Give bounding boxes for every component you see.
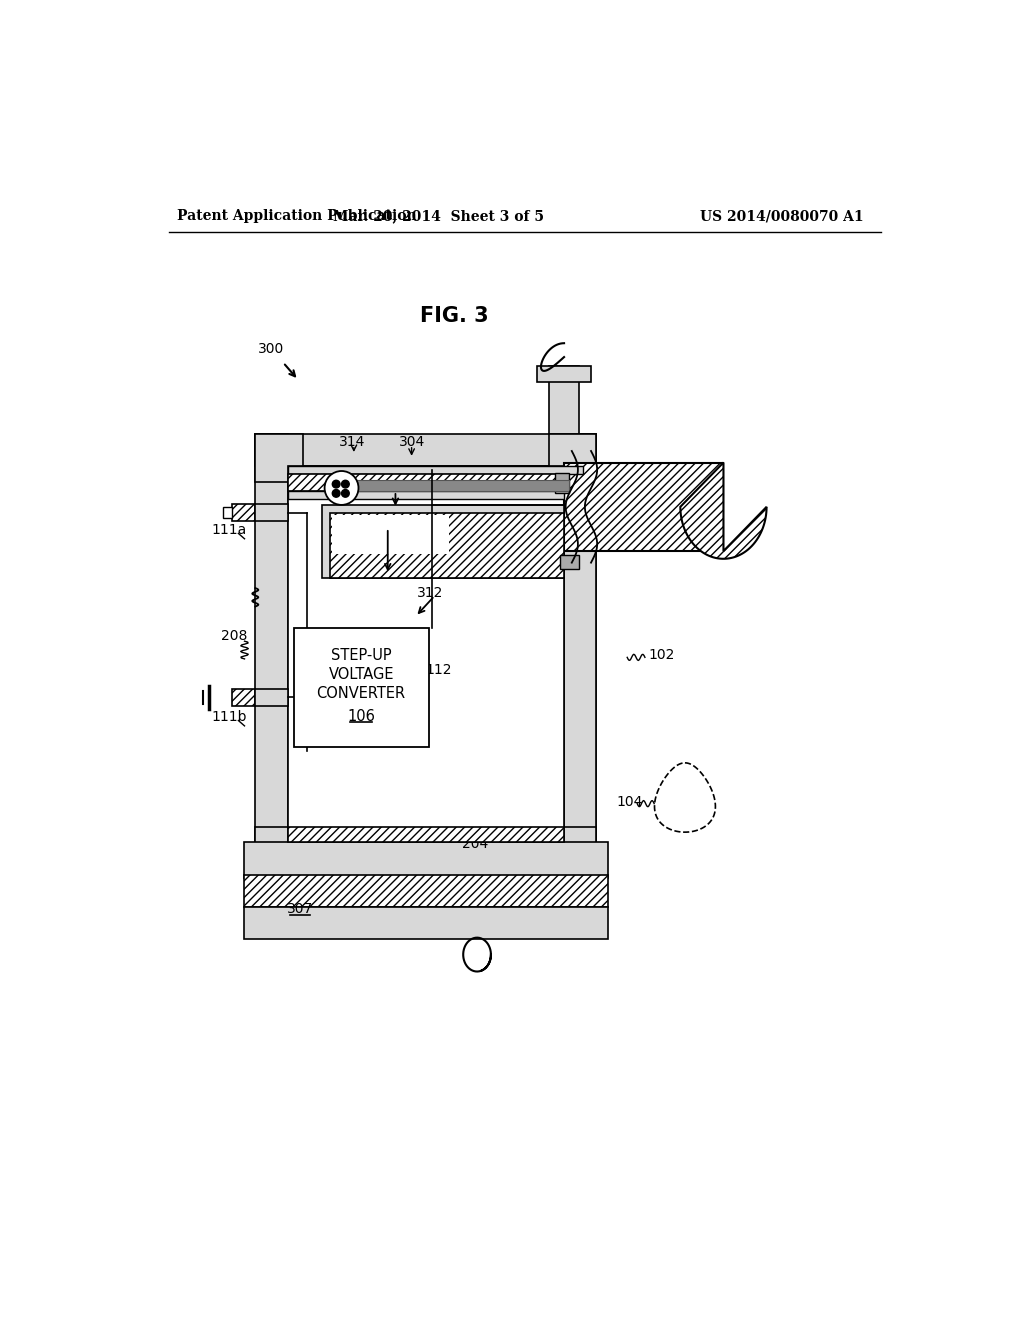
Bar [255, 689, 288, 706]
Text: 111a: 111a [212, 523, 247, 536]
Polygon shape [680, 462, 767, 558]
Bar [244, 874, 608, 907]
Text: 314: 314 [339, 434, 366, 449]
Bar [333, 515, 450, 554]
Bar [549, 434, 596, 482]
Bar [255, 434, 303, 482]
Text: 300: 300 [258, 342, 285, 356]
Circle shape [342, 490, 349, 498]
Bar [288, 491, 564, 499]
Text: 312: 312 [417, 586, 443, 601]
Bar [538, 367, 591, 381]
Text: 114: 114 [366, 647, 392, 660]
Circle shape [333, 480, 340, 488]
Text: 208: 208 [221, 628, 248, 643]
Text: STEP-UP: STEP-UP [331, 648, 391, 663]
Bar [555, 473, 568, 492]
Bar [223, 507, 232, 517]
Circle shape [325, 471, 358, 506]
Text: CONVERTER: CONVERTER [316, 686, 406, 701]
Text: 102: 102 [648, 648, 675, 663]
Text: 112: 112 [425, 664, 452, 677]
Text: 204: 204 [462, 837, 487, 850]
Bar [255, 434, 596, 466]
Bar [244, 907, 608, 940]
Bar [255, 504, 288, 521]
Bar [288, 474, 564, 491]
Bar [288, 826, 564, 842]
Bar [330, 512, 564, 578]
Bar [549, 826, 596, 874]
Bar [564, 434, 596, 874]
Bar [549, 367, 580, 434]
Bar [232, 689, 255, 706]
Text: FIG. 3: FIG. 3 [420, 306, 488, 326]
Text: 104: 104 [616, 795, 643, 809]
Circle shape [342, 480, 349, 488]
Bar [288, 466, 584, 474]
Bar [560, 554, 580, 569]
Text: Patent Application Publication: Patent Application Publication [177, 209, 417, 223]
Bar [323, 506, 564, 578]
Bar [564, 462, 724, 552]
Bar [255, 842, 596, 874]
Text: 307: 307 [287, 902, 313, 916]
Bar [255, 826, 303, 874]
Text: Mar. 20, 2014  Sheet 3 of 5: Mar. 20, 2014 Sheet 3 of 5 [333, 209, 544, 223]
Text: 106: 106 [347, 709, 375, 725]
Bar [232, 504, 255, 521]
Text: 108: 108 [366, 627, 392, 642]
Text: VOLTAGE: VOLTAGE [329, 667, 394, 682]
Text: 111b: 111b [211, 710, 247, 723]
Text: US 2014/0080070 A1: US 2014/0080070 A1 [700, 209, 864, 223]
Bar [357, 480, 568, 491]
Text: 304: 304 [398, 434, 425, 449]
Bar [294, 628, 429, 747]
Bar [288, 466, 564, 842]
Bar [255, 434, 288, 874]
Bar [564, 552, 596, 874]
Circle shape [333, 490, 340, 498]
Bar [244, 842, 608, 878]
